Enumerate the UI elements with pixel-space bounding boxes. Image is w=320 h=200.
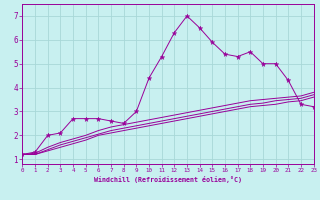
X-axis label: Windchill (Refroidissement éolien,°C): Windchill (Refroidissement éolien,°C) [94, 176, 242, 183]
